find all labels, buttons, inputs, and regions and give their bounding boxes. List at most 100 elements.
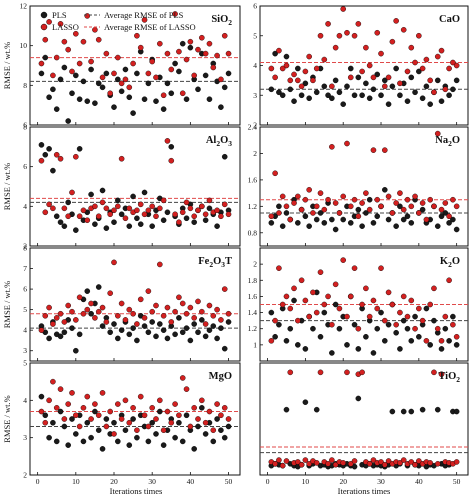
lasso-point-cao [336,32,343,39]
pls-point-na2o [370,220,377,226]
lasso-point-k2o [381,317,388,324]
lasso-point-mgo [225,416,232,422]
pls-point-mgo [42,412,49,419]
pls-point-al2o3 [50,167,56,174]
pls-point-mgo [111,419,117,426]
pls-point-cao [340,101,347,107]
lasso-point-fe2o3t [141,315,148,321]
pls-point-k2o [416,333,422,340]
lasso-point-sio2 [160,92,167,99]
pls-point-sio2 [61,64,68,71]
lasso-point-k2o [412,325,418,332]
pls-point-al2o3 [130,193,136,200]
pls-point-na2o [442,210,449,216]
pls-point-fe2o3t [134,337,140,344]
lasso-point-cao [453,62,460,69]
lasso-point-k2o [268,338,275,344]
lasso-point-al2o3 [76,213,83,220]
lasso-point-fe2o3t [214,306,220,313]
pls-point-mgo [88,434,94,441]
lasso-point-na2o [438,206,445,213]
lasso-point-al2o3 [141,211,148,218]
pls-point-na2o [347,220,354,226]
lasso-point-na2o [442,200,449,206]
pls-point-cao [329,95,335,102]
lasso-point-al2o3 [95,213,102,220]
y-tick-label-sio2: 8 [23,81,27,90]
y-tick-label-k2o: 1.6 [248,292,258,301]
x-tick-label-mgo: 30 [148,477,156,486]
lasso-point-k2o [325,293,331,300]
lasso-point-mgo [206,408,213,415]
pls-point-sio2 [53,106,60,112]
pls-point-cao [438,98,445,104]
lasso-point-cao [381,83,388,90]
pls-point-mgo [172,434,178,441]
y-tick-label-sio2: 12 [20,2,28,11]
lasso-point-na2o [374,196,381,203]
lasso-point-fe2o3t [195,298,201,305]
pls-point-al2o3 [206,205,213,212]
lasso-point-na2o [355,213,362,220]
pls-point-mgo [126,442,133,448]
lasso-point-fe2o3t [160,312,167,319]
pls-point-na2o [374,213,381,220]
panel-title-cao: CaO [439,14,460,25]
pls-point-sio2 [115,76,121,83]
lasso-point-k2o [416,305,422,312]
lasso-point-k2o [313,309,320,316]
lasso-point-sio2 [130,60,136,67]
lasso-point-tio2 [416,458,422,464]
x-tick-label-mgo: 40 [187,477,195,486]
legend-avg-pls-label: Average RMSE of PLS [104,10,184,20]
lasso-point-sio2 [111,70,117,77]
lasso-point-mgo [157,397,163,404]
pls-point-cao [446,92,452,99]
lasso-point-sio2 [69,68,75,75]
y-tick-label-cao: 5 [253,31,257,40]
lasso-point-cao [446,65,452,72]
lasso-point-k2o [366,313,373,320]
pls-point-tio2 [283,406,290,413]
pls-point-k2o [381,338,388,344]
lasso-point-mgo [199,397,205,404]
pls-point-mgo [115,438,121,445]
lasso-point-sio2 [214,52,220,59]
pls-point-fe2o3t [118,327,125,333]
lasso-point-k2o [419,317,426,324]
x-tick-label-mgo: 20 [110,477,118,486]
lasso-point-sio2 [118,80,125,87]
lasso-point-cao [438,47,445,54]
pls-point-k2o [363,333,369,340]
y-tick-label-k2o: 1.2 [248,324,258,333]
lasso-point-cao [317,32,324,39]
lasso-point-k2o [351,265,358,271]
pls-point-k2o [329,350,335,356]
lasso-point-fe2o3t [73,317,79,323]
pls-point-tio2 [434,406,441,413]
lasso-point-cao [272,74,278,81]
lasso-point-cao [442,86,449,93]
lasso-point-sio2 [149,58,155,65]
panel-fe2o3t: 3 4 5 6 7 8 RMSE / wt.% Fe2O3T [2,244,241,362]
lasso-point-mgo [38,408,45,415]
lasso-point-sio2 [92,26,98,33]
lasso-point-sio2 [73,30,79,37]
lasso-point-al2o3 [183,199,190,206]
lasso-point-sio2 [168,66,175,73]
pls-point-mgo [84,419,91,426]
lasso-point-sio2 [157,40,163,47]
pls-point-mgo [218,427,224,434]
lasso-point-k2o [374,305,381,312]
lasso-point-k2o [276,265,282,271]
x-tick-label-tio2: 30 [377,477,385,486]
lasso-point-cao [279,65,286,72]
pls-point-fe2o3t [191,321,197,327]
pls-point-fe2o3t [176,315,182,321]
pls-point-cao [397,92,403,99]
lasso-point-na2o [423,216,430,223]
lasso-point-tio2 [366,460,373,467]
pls-point-al2o3 [141,189,148,196]
lasso-point-mgo [195,416,201,422]
lasso-point-na2o [340,193,347,200]
